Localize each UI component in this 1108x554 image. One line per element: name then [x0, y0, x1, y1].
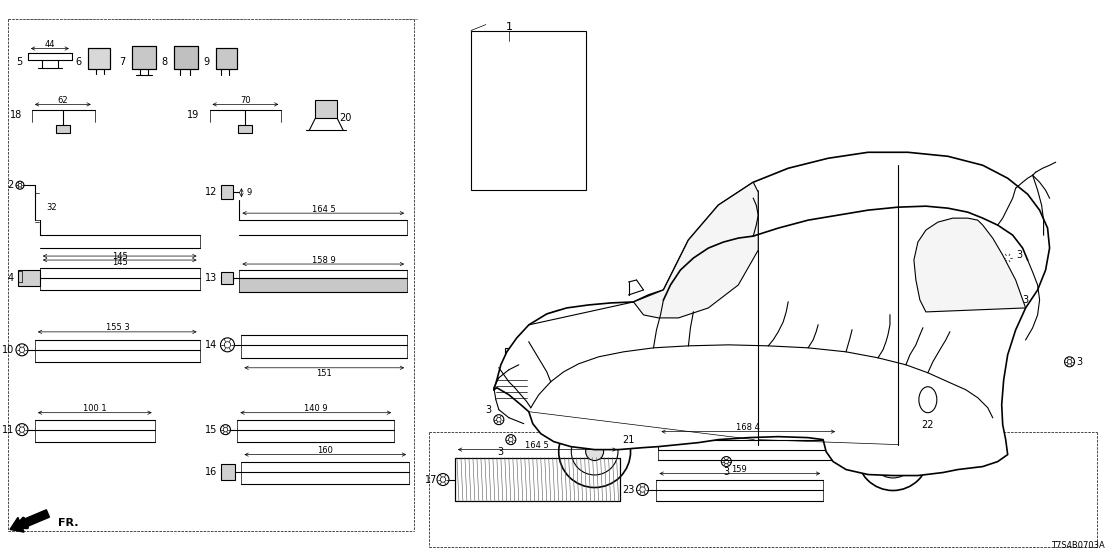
Bar: [455, 458, 619, 501]
Text: 11: 11: [2, 425, 14, 435]
Text: 21: 21: [623, 435, 635, 445]
Bar: [88, 48, 110, 69]
Text: 22: 22: [922, 420, 934, 430]
Text: 16: 16: [205, 466, 217, 476]
Circle shape: [586, 443, 604, 460]
Text: 17: 17: [424, 475, 437, 485]
Bar: [316, 100, 337, 119]
Text: 9: 9: [247, 188, 252, 197]
Bar: [215, 48, 237, 69]
Circle shape: [694, 312, 699, 318]
Circle shape: [509, 437, 513, 442]
Text: 140 9: 140 9: [305, 404, 328, 413]
Bar: [174, 45, 197, 69]
Bar: [222, 185, 234, 199]
Text: 8: 8: [162, 58, 167, 68]
Text: 100 1: 100 1: [83, 404, 106, 413]
Text: 159: 159: [731, 465, 747, 474]
Polygon shape: [914, 218, 1026, 312]
Polygon shape: [634, 182, 758, 318]
Text: 62: 62: [58, 96, 69, 105]
Text: 164 5: 164 5: [312, 204, 336, 214]
Text: 20: 20: [339, 114, 351, 124]
Text: 10: 10: [2, 345, 14, 355]
Text: 160: 160: [317, 446, 334, 455]
Bar: [55, 125, 70, 134]
Bar: [471, 30, 586, 190]
Bar: [239, 278, 407, 292]
Text: 151: 151: [317, 370, 332, 378]
Circle shape: [639, 487, 645, 492]
Text: 18: 18: [10, 110, 22, 120]
Text: 15: 15: [205, 425, 217, 435]
Text: 1: 1: [505, 22, 512, 32]
Text: 3: 3: [497, 447, 504, 456]
Text: 44: 44: [44, 40, 55, 49]
Bar: [636, 435, 650, 445]
FancyArrow shape: [10, 510, 50, 532]
Bar: [222, 272, 234, 284]
Circle shape: [19, 427, 24, 432]
Circle shape: [440, 477, 445, 482]
Text: 164 5: 164 5: [525, 441, 548, 450]
Text: 3: 3: [1017, 250, 1023, 260]
Text: 7: 7: [120, 58, 125, 68]
Text: 3: 3: [1023, 295, 1028, 305]
Circle shape: [677, 315, 684, 321]
Bar: [455, 458, 619, 501]
Text: 145: 145: [112, 252, 127, 260]
Circle shape: [783, 307, 789, 312]
Text: 145: 145: [112, 258, 127, 266]
Circle shape: [224, 342, 230, 348]
Circle shape: [223, 427, 228, 432]
Text: T7S4B0703A: T7S4B0703A: [1050, 541, 1105, 550]
Bar: [222, 464, 236, 480]
Text: 13: 13: [205, 273, 217, 283]
Circle shape: [798, 322, 802, 327]
Circle shape: [18, 183, 22, 187]
Circle shape: [496, 417, 501, 422]
Text: 32: 32: [45, 203, 57, 212]
Circle shape: [1067, 360, 1071, 364]
Text: 19: 19: [187, 110, 199, 120]
Circle shape: [19, 347, 24, 352]
Text: 3: 3: [485, 404, 492, 415]
Circle shape: [1005, 256, 1009, 260]
Circle shape: [791, 315, 796, 320]
Bar: [215, 48, 237, 69]
Bar: [18, 270, 40, 286]
Circle shape: [1014, 297, 1018, 302]
Text: FR.: FR.: [58, 519, 79, 529]
Text: 2: 2: [8, 180, 14, 190]
Bar: [238, 125, 253, 134]
Text: 12: 12: [205, 187, 217, 197]
Bar: [132, 45, 155, 69]
Ellipse shape: [919, 387, 937, 413]
Text: 168 4: 168 4: [737, 423, 760, 432]
Text: 3: 3: [724, 466, 729, 476]
Bar: [88, 48, 110, 69]
Text: 5: 5: [16, 58, 22, 68]
Text: 4: 4: [8, 273, 14, 283]
Circle shape: [660, 317, 667, 323]
Polygon shape: [494, 152, 1049, 475]
Text: 23: 23: [623, 485, 635, 495]
Bar: [505, 348, 533, 370]
Text: 155 3: 155 3: [106, 324, 130, 332]
Text: 9: 9: [204, 58, 209, 68]
Circle shape: [725, 459, 729, 464]
Bar: [132, 45, 155, 69]
Text: 6: 6: [75, 58, 82, 68]
Text: 158 9: 158 9: [312, 255, 336, 265]
Text: 14: 14: [205, 340, 217, 350]
Bar: [174, 45, 197, 69]
Circle shape: [884, 445, 902, 464]
Text: 3: 3: [1077, 357, 1083, 367]
Text: 70: 70: [240, 96, 250, 105]
